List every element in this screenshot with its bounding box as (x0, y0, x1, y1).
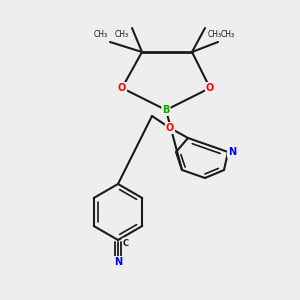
Text: O: O (206, 83, 214, 93)
Text: O: O (118, 83, 126, 93)
Text: C: C (123, 238, 129, 247)
Text: N: N (228, 147, 236, 157)
Text: CH₃: CH₃ (208, 30, 222, 39)
Text: CH₃: CH₃ (115, 30, 129, 39)
Text: O: O (166, 123, 174, 133)
Text: CH₃: CH₃ (94, 30, 108, 39)
Text: B: B (162, 105, 170, 115)
Text: N: N (114, 257, 122, 267)
Text: CH₃: CH₃ (221, 30, 235, 39)
